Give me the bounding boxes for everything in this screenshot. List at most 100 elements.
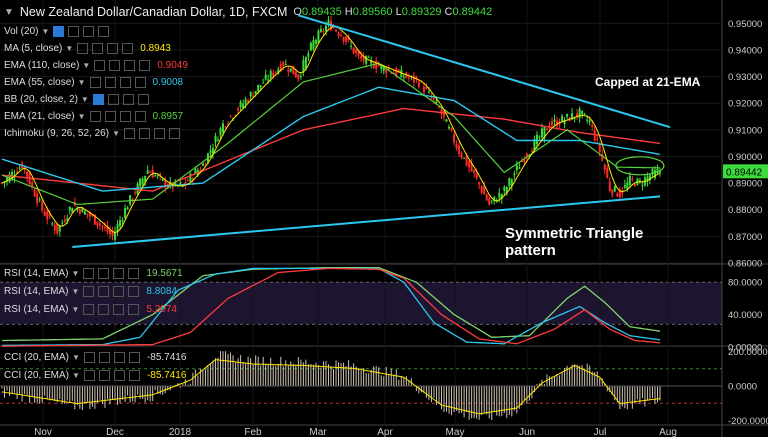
indicator-label[interactable]: RSI (14, EMA) [4,268,69,279]
indicator-label[interactable]: RSI (14, EMA) [4,304,69,315]
dropdown-caret-icon[interactable]: ▼ [71,305,80,314]
candle-body [41,201,44,211]
indicators-row[interactable]: BB (20, close, 2) ▼ [4,94,156,105]
ema110-line [1,107,661,192]
add-icon[interactable] [113,268,125,279]
cci-legend-row[interactable]: CCI (20, EMA) ▼ -85.7416 [4,370,186,381]
close-icon[interactable] [122,43,134,54]
cci-legend-row[interactable]: CCI (20, EMA) ▼ -85.7416 [4,352,186,363]
close-icon[interactable] [134,111,146,122]
close-icon[interactable] [128,304,140,315]
close-icon[interactable] [128,352,140,363]
dropdown-caret-icon[interactable]: ▼ [80,95,89,104]
add-icon[interactable] [153,128,165,139]
settings-icon[interactable] [98,268,110,279]
settings-icon[interactable] [98,352,110,363]
close-icon[interactable] [128,268,140,279]
candle-body [573,117,576,119]
add-icon[interactable] [124,60,136,71]
close-icon[interactable] [128,370,140,381]
indicators-row[interactable]: EMA (21, close) ▼ 0.8957 [4,111,183,122]
dropdown-caret-icon[interactable]: ▼ [77,78,86,87]
rsi-legend-row[interactable]: RSI (14, EMA) ▼ 8.8084 [4,286,177,297]
settings-icon[interactable] [138,128,150,139]
settings-icon[interactable] [92,43,104,54]
collapse-icon[interactable]: ▼ [4,6,14,18]
candle-body [309,42,312,51]
indicator-label[interactable]: EMA (21, close) [4,111,75,122]
dropdown-caret-icon[interactable]: ▼ [82,61,91,70]
close-icon[interactable] [137,94,149,105]
close-icon[interactable] [168,128,180,139]
candle-body [244,99,247,104]
dropdown-caret-icon[interactable]: ▼ [71,287,80,296]
indicator-label[interactable]: BB (20, close, 2) [4,94,78,105]
indicator-label[interactable]: MA (5, close) [4,43,63,54]
indicators-row[interactable]: MA (5, close) ▼ 0.8943 [4,43,171,54]
dropdown-caret-icon[interactable]: ▼ [72,353,80,362]
symbol-title[interactable]: New Zealand Dollar/Canadian Dollar, 1D, … [19,5,288,19]
candle-body [33,189,36,197]
candle-body [601,154,604,161]
add-icon[interactable] [107,43,119,54]
settings-icon[interactable] [107,94,119,105]
visibility-icon[interactable] [83,304,95,315]
indicators-row[interactable]: EMA (55, close) ▼ 0.9008 [4,77,183,88]
visibility-icon[interactable] [92,94,104,105]
candle-body [184,182,187,185]
add-icon[interactable] [119,77,131,88]
add-icon[interactable] [113,286,125,297]
dropdown-caret-icon[interactable]: ▼ [72,371,80,380]
close-icon[interactable] [134,77,146,88]
settings-icon[interactable] [98,286,110,297]
visibility-icon[interactable] [83,370,95,381]
indicators-row[interactable]: Ichimoku (9, 26, 52, 26) ▼ [4,128,187,139]
settings-icon[interactable] [68,26,80,37]
indicator-label[interactable]: EMA (110, close) [4,60,80,71]
visibility-icon[interactable] [53,26,65,37]
indicator-label[interactable]: CCI (20, EMA) [4,352,70,363]
dropdown-caret-icon[interactable]: ▼ [77,112,86,121]
close-icon[interactable] [128,286,140,297]
close-icon[interactable] [98,26,110,37]
indicator-label[interactable]: Ichimoku (9, 26, 52, 26) [4,128,110,139]
dropdown-caret-icon[interactable]: ▼ [65,44,74,53]
add-icon[interactable] [113,370,125,381]
indicator-label[interactable]: Vol (20) [4,26,39,37]
dropdown-caret-icon[interactable]: ▼ [41,27,50,36]
candle-body [98,223,101,226]
indicator-label[interactable]: EMA (55, close) [4,77,75,88]
indicator-value: 0.8957 [152,111,184,122]
add-icon[interactable] [83,26,95,37]
indicators-row[interactable]: Vol (20) ▼ [4,26,116,37]
visibility-icon[interactable] [83,268,95,279]
indicators-row[interactable]: EMA (110, close) ▼ 0.9049 [4,60,188,71]
rsi-legend-row[interactable]: RSI (14, EMA) ▼ 19.5671 [4,268,183,279]
candle-body [648,175,651,181]
add-icon[interactable] [113,304,125,315]
visibility-icon[interactable] [94,60,106,71]
visibility-icon[interactable] [77,43,89,54]
indicator-label[interactable]: RSI (14, EMA) [4,286,69,297]
settings-icon[interactable] [104,77,116,88]
settings-icon[interactable] [104,111,116,122]
visibility-icon[interactable] [89,111,101,122]
settings-icon[interactable] [98,304,110,315]
dropdown-caret-icon[interactable]: ▼ [112,129,120,138]
visibility-icon[interactable] [83,352,95,363]
add-icon[interactable] [119,111,131,122]
rsi-legend-row[interactable]: RSI (14, EMA) ▼ 5.2074 [4,304,177,315]
visibility-icon[interactable] [83,286,95,297]
settings-icon[interactable] [98,370,110,381]
close-icon[interactable] [139,60,151,71]
settings-icon[interactable] [109,60,121,71]
dropdown-caret-icon[interactable]: ▼ [71,269,80,278]
candle-body [503,187,506,191]
visibility-icon[interactable] [89,77,101,88]
add-icon[interactable] [113,352,125,363]
candle-body [581,110,584,115]
add-icon[interactable] [122,94,134,105]
candle-body [191,178,194,180]
visibility-icon[interactable] [123,128,135,139]
indicator-label[interactable]: CCI (20, EMA) [4,370,70,381]
